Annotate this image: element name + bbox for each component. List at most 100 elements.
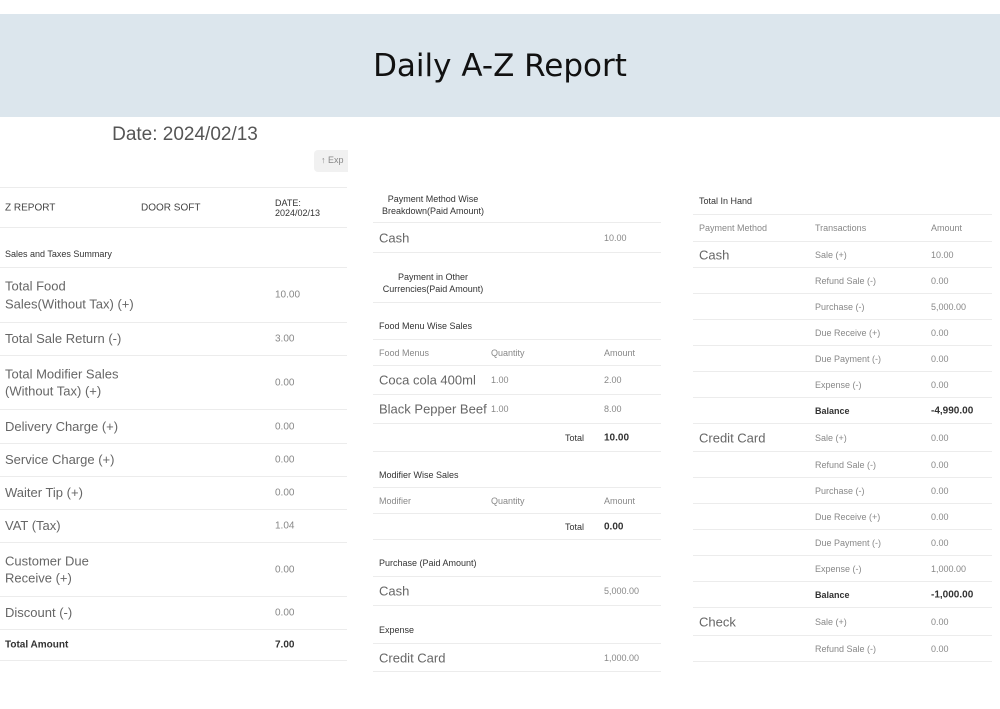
total-label: Total [565,432,585,443]
section-title: Purchase (Paid Amount) [373,550,661,577]
food-name: Coca cola 400ml [379,372,476,388]
transaction-row: Expense (-) 0.00 [693,372,992,398]
summary-label: Total Sale Return (-) [5,331,122,347]
transaction-label: Refund Sale (-) [815,459,877,470]
export-button[interactable]: ↑︎ Exp [314,150,348,172]
in-hand-header: Payment Method [699,223,768,233]
summary-value: 0.00 [275,487,295,499]
transaction-row: Refund Sale (-) 0.00 [693,452,992,478]
summary-row: Delivery Charge (+) 0.00 [0,410,347,444]
transaction-label: Balance [815,405,850,416]
transaction-row: Balance -1,000.00 [693,582,992,608]
expense-amount: 1,000.00 [604,652,640,663]
summary-label: Waiter Tip (+) [5,485,83,501]
modifier-header: Quantity [491,495,525,506]
food-amount: 8.00 [604,404,622,414]
table-header: Payment Method Transactions Amount [693,215,992,242]
transaction-amount: 5,000.00 [931,301,967,312]
summary-label: Discount (-) [5,605,73,621]
section-title: Food Menu Wise Sales [373,313,661,340]
summary-label: Delivery Charge (+) [5,418,119,434]
export-label: Exp [328,155,344,165]
food-menu-title: Food Menu Wise Sales [379,321,473,331]
report-banner: Daily A-Z Report [0,14,1000,117]
total-value: 10.00 [604,432,630,443]
transaction-row: Check Sale (+) 0.00 [693,608,992,636]
summary-row: VAT (Tax) 1.04 [0,510,347,543]
summary-row: Total Modifier Sales (Without Tax) (+) 0.… [0,356,347,410]
in-hand-header: Amount [931,223,963,233]
transaction-row: Due Payment (-) 0.00 [693,346,992,372]
transaction-row: Refund Sale (-) 0.00 [693,636,992,662]
transaction-row: Credit Card Sale (+) 0.00 [693,424,992,452]
transaction-label: Sale (+) [815,432,847,443]
summary-value: 0.00 [275,564,295,575]
section-title: Modifier Wise Sales [373,462,661,488]
transaction-row: Due Receive (+) 0.00 [693,504,992,530]
food-qty: 1.00 [491,375,509,385]
summary-row: Waiter Tip (+) 0.00 [0,477,347,510]
transaction-row: Expense (-) 1,000.00 [693,556,992,582]
summary-value: 0.00 [275,421,295,432]
summary-value: 0.00 [275,377,295,388]
z-report-header: Z REPORT DOOR SOFT DATE: 2024/02/13 [0,188,347,228]
transaction-label: Purchase (-) [815,485,865,496]
transaction-row: Refund Sale (-) 0.00 [693,268,992,294]
total-label: Total Amount [5,639,69,651]
payment-method: Credit Card [699,430,766,445]
transaction-label: Due Payment (-) [815,353,882,364]
header-door-soft: DOOR SOFT [141,202,201,213]
expense-method: Credit Card [379,650,446,665]
transaction-label: Balance [815,589,850,600]
food-menu-header: Quantity [491,347,525,358]
purchase-method: Cash [379,583,410,599]
table-header: Modifier Quantity Amount [373,488,661,514]
transaction-label: Due Payment (-) [815,537,882,548]
modifier-header: Modifier [379,495,412,506]
summary-value: 0.00 [275,607,295,619]
transaction-label: Purchase (-) [815,301,865,312]
page-title: Daily A-Z Report [373,47,627,84]
total-value: 7.00 [275,639,295,651]
payment-method: Cash [379,230,410,245]
transaction-label: Refund Sale (-) [815,643,877,654]
transaction-label: Expense (-) [815,379,862,390]
transaction-amount: 0.00 [931,511,949,522]
section-title: Expense [373,616,661,644]
food-menu-header: Food Menus [379,347,430,358]
summary-label: Total Food Sales(Without Tax) (+) [5,278,134,311]
total-row: Total Amount 7.00 [0,630,347,661]
food-qty: 1.00 [491,404,509,414]
header-date: DATE: 2024/02/13 [275,197,321,218]
transaction-row: Cash Sale (+) 10.00 [693,242,992,268]
purchase-amount: 5,000.00 [604,586,640,596]
transaction-label: Expense (-) [815,563,862,574]
summary-row: Total Sale Return (-) 3.00 [0,323,347,356]
transaction-amount: 0.00 [931,459,949,470]
breakdown-panel: Payment Method Wise Breakdown(Paid Amoun… [373,0,661,709]
section-title: Total In Hand [693,188,992,215]
in-hand-header: Transactions [815,223,867,233]
transaction-label: Refund Sale (-) [815,275,877,286]
payment-row: Cash 10.00 [373,223,661,253]
transaction-label: Due Receive (+) [815,511,881,522]
transaction-label: Due Receive (+) [815,327,881,338]
transaction-row: Purchase (-) 0.00 [693,478,992,504]
purchase-row: Cash 5,000.00 [373,577,661,606]
transaction-amount: -1,000.00 [931,589,974,600]
total-label: Total [565,521,585,532]
payment-method: Cash [699,247,730,262]
transaction-amount: 1,000.00 [931,563,967,574]
other-currencies-title: Payment in Other Currencies(Paid Amount) [382,271,484,294]
summary-value: 10.00 [275,289,301,301]
summary-label: Customer Due Receive (+) [5,552,89,586]
transaction-amount: 10.00 [931,249,954,260]
summary-label: VAT (Tax) [5,518,61,534]
table-header: Food Menus Quantity Amount [373,340,661,366]
total-in-hand-title: Total In Hand [699,196,753,206]
divider [0,187,347,188]
share-icon: ↑︎ [321,155,326,165]
total-in-hand-panel: Total In Hand Payment Method Transactions A… [693,0,992,709]
modifier-total: Total 0.00 [373,514,661,540]
z-report-panel: Z REPORT DOOR SOFT DATE: 2024/02/13 Sales a… [0,0,347,709]
